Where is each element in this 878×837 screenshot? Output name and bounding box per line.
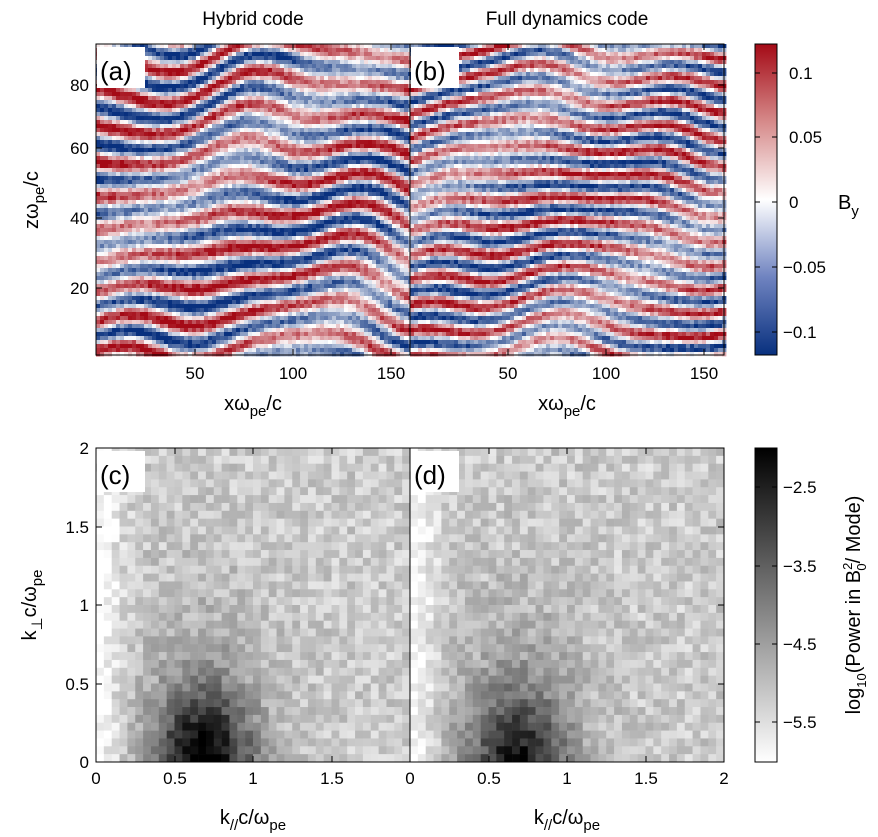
ytick-20: 20	[70, 279, 89, 298]
colorbar-power	[755, 448, 777, 762]
cb2-tick-5.5: −5.5	[783, 713, 817, 732]
xtick-d-0: 0	[405, 769, 414, 788]
xlabel-c: k//c/ωpe	[220, 807, 286, 834]
xtick-a-100: 100	[279, 364, 307, 383]
ylabel-bottom: k⊥c/ωpe	[19, 570, 46, 641]
ytick-1.5: 1.5	[65, 518, 89, 537]
panel-label-b: (b)	[411, 47, 459, 88]
ytick-80: 80	[70, 76, 89, 95]
xtick-b-150: 150	[690, 364, 718, 383]
heatmap-c	[96, 448, 410, 762]
cb1-tick-neg0.05: −0.05	[783, 258, 826, 277]
cb2-tick-3.5: −3.5	[783, 557, 817, 576]
cb1-tick-0.1: 0.1	[789, 64, 813, 83]
xtick-a-50: 50	[186, 364, 205, 383]
xtick-c-1.5: 1.5	[320, 769, 344, 788]
panel-title-hybrid: Hybrid code	[202, 9, 303, 30]
xtick-a-150: 150	[377, 364, 405, 383]
heatmap-b	[410, 44, 726, 356]
ytick-0.5: 0.5	[65, 675, 89, 694]
ytick-60: 60	[70, 139, 89, 158]
xtick-c-1: 1	[248, 769, 257, 788]
heatmap-d	[410, 448, 724, 762]
panel-label-a: (a)	[97, 47, 145, 88]
xtick-c-0.5: 0.5	[163, 769, 187, 788]
ytick-40: 40	[70, 209, 89, 228]
xtick-c-0: 0	[91, 769, 100, 788]
colorbar-by-label: By	[838, 192, 859, 220]
panel-label-c: (c)	[97, 451, 145, 492]
xtick-d-0.5: 0.5	[477, 769, 501, 788]
ylabel-top: zωpe/c	[21, 171, 48, 229]
xlabel-b: xωpe/c	[538, 393, 596, 420]
panel-label-d: (d)	[411, 451, 459, 492]
xtick-b-50: 50	[499, 364, 518, 383]
cb2-tick-4.5: −4.5	[783, 635, 817, 654]
xlabel-d: k//c/ωpe	[534, 807, 600, 834]
ytick-1: 1	[80, 596, 89, 615]
panel-title-full-dynamics: Full dynamics code	[486, 9, 649, 30]
colorbar-power-label: log10(Power in B20/ Mode)	[840, 496, 869, 715]
colorbar-by	[755, 44, 777, 355]
xtick-b-100: 100	[592, 364, 620, 383]
cb1-tick-0: 0	[789, 193, 798, 212]
ytick-2: 2	[80, 439, 89, 458]
xtick-d-1.5: 1.5	[634, 769, 658, 788]
heatmap-a	[96, 44, 412, 356]
cb2-tick-2.5: −2.5	[783, 478, 817, 497]
xtick-d-2: 2	[719, 769, 728, 788]
xtick-d-1: 1	[562, 769, 571, 788]
xlabel-a: xωpe/c	[224, 393, 282, 420]
cb1-tick-neg0.1: −0.1	[783, 323, 817, 342]
ytick-0: 0	[80, 753, 89, 772]
cb1-tick-0.05: 0.05	[789, 128, 822, 147]
